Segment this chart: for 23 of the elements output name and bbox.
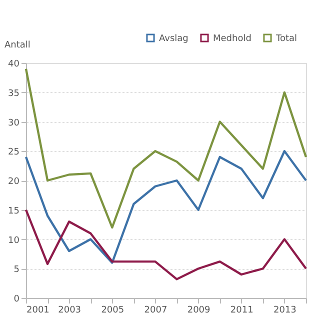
y-tick-label: 20 bbox=[8, 177, 20, 187]
y-tick-label: 5 bbox=[14, 265, 20, 276]
x-tick-label: 2013 bbox=[274, 306, 296, 316]
legend-label: Avslag bbox=[159, 34, 188, 44]
y-tick-label: 10 bbox=[8, 236, 20, 246]
y-tick-label: 0 bbox=[14, 294, 20, 304]
y-tick-label: 15 bbox=[8, 206, 20, 216]
legend-label: Total bbox=[275, 34, 298, 44]
x-tick-label: 2003 bbox=[58, 306, 82, 316]
line-series bbox=[24, 208, 308, 280]
x-tick-label: 2011 bbox=[230, 306, 254, 316]
x-tick-label: 2007 bbox=[144, 306, 168, 316]
line-series bbox=[24, 68, 308, 229]
legend-label: Medhold bbox=[213, 34, 252, 44]
line-series bbox=[24, 150, 308, 264]
x-tick-label: 2009 bbox=[187, 306, 211, 316]
x-tick-label: 2005 bbox=[101, 306, 124, 316]
x-tick-label: 2001 bbox=[26, 306, 50, 316]
y-tick-label: 25 bbox=[8, 148, 20, 158]
y-tick-label: 40 bbox=[8, 60, 20, 70]
y-tick-label: 35 bbox=[8, 88, 20, 99]
y-axis-title: Antall bbox=[4, 40, 30, 50]
y-tick-label: 30 bbox=[8, 118, 20, 128]
